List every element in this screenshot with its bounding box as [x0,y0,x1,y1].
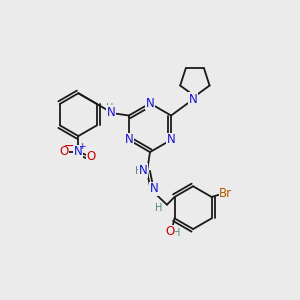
Text: N: N [146,97,154,110]
Text: O: O [59,145,69,158]
Text: N: N [150,182,158,195]
Text: O: O [86,150,95,163]
Text: N: N [107,106,116,119]
Text: Br: Br [219,188,232,200]
Text: O: O [166,225,175,238]
Text: H: H [106,103,114,113]
Text: N: N [139,164,148,177]
Text: N: N [189,93,198,106]
Text: H: H [155,203,162,213]
Text: N: N [74,145,83,158]
Text: H: H [173,228,181,238]
Text: N: N [124,134,133,146]
Text: H: H [135,166,142,176]
Text: N: N [167,134,176,146]
Text: −: − [64,140,75,153]
Text: +: + [79,142,86,151]
